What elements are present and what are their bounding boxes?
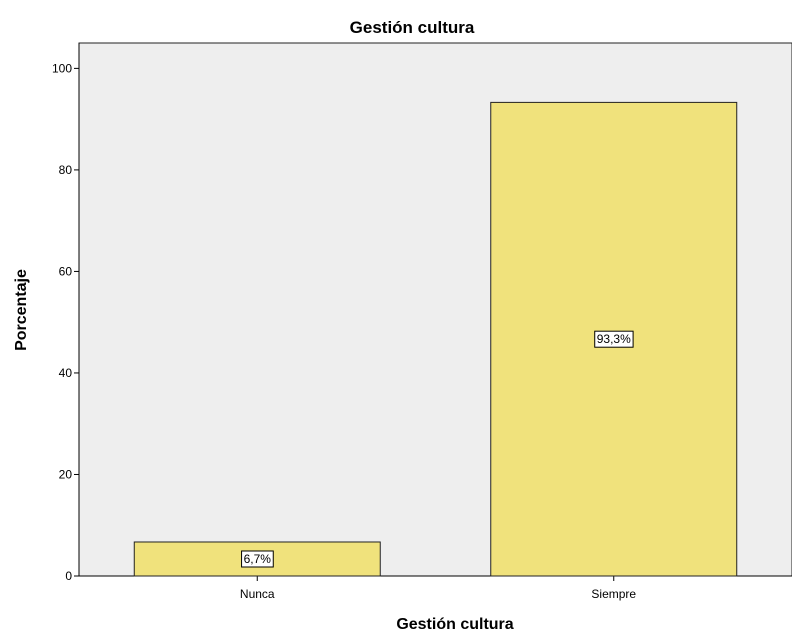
y-axis: 0 20 40 60 80 100 [52,43,80,583]
bars: 6,7% 93,3% [133,101,738,577]
data-label-box [594,330,634,348]
y-tick-label: 80 [59,163,73,177]
x-axis: Nunca Siempre [79,575,792,601]
x-tick-label-siempre: Siempre [591,587,636,601]
y-tick-label: 20 [59,467,73,481]
y-axis-title: Porcentaje [13,269,30,351]
data-label-text: 93,3% [597,332,631,346]
x-tick-label-nunca: Nunca [240,587,275,601]
y-tick-label: 100 [52,61,72,75]
data-label-text: 6,7% [244,552,272,566]
y-tick-label: 40 [59,366,73,380]
chart-title: Gestión cultura [350,18,475,37]
x-axis-title: Gestión cultura [396,616,513,633]
data-label-nunca: 6,7% [241,550,274,568]
y-tick-label: 0 [65,569,72,583]
y-tick-label: 60 [59,264,73,278]
data-label-siempre: 93,3% [594,330,634,348]
data-label-box [241,550,274,568]
